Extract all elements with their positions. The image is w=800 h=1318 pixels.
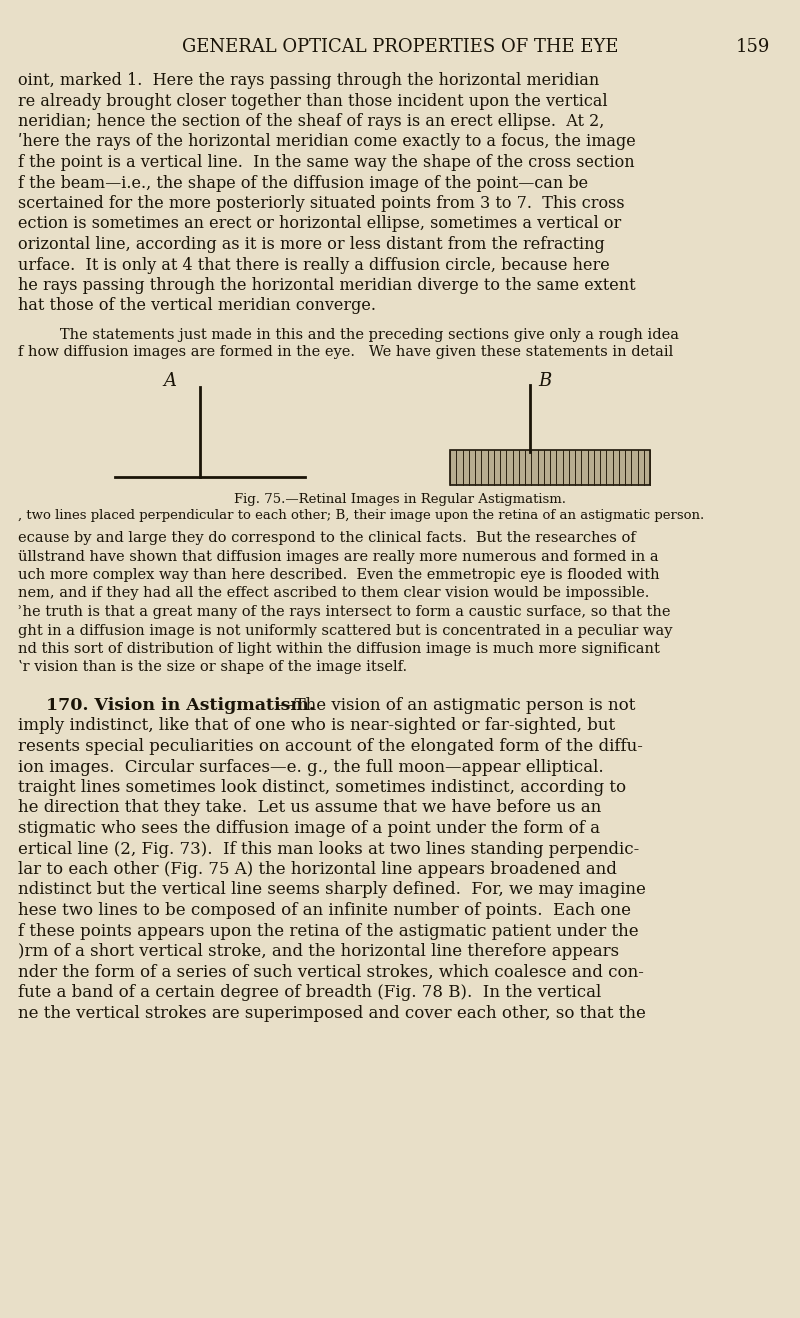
Text: f how diffusion images are formed in the eye.   We have given these statements i: f how diffusion images are formed in the… (18, 345, 674, 358)
Text: 159: 159 (736, 38, 770, 55)
Text: B: B (538, 372, 552, 390)
Text: The statements just made in this and the preceding sections give only a rough id: The statements just made in this and the… (46, 328, 679, 341)
Text: nd this sort of distribution of light within the diffusion image is much more si: nd this sort of distribution of light wi… (18, 642, 660, 656)
Text: )rm of a short vertical stroke, and the horizontal line therefore appears: )rm of a short vertical stroke, and the … (18, 942, 619, 960)
Text: ecause by and large they do correspond to the clinical facts.  But the researche: ecause by and large they do correspond t… (18, 531, 636, 546)
Text: —The vision of an astigmatic person is not: —The vision of an astigmatic person is n… (278, 697, 635, 714)
Text: orizontal line, according as it is more or less distant from the refracting: orizontal line, according as it is more … (18, 236, 605, 253)
Text: traight lines sometimes look distinct, sometimes indistinct, according to: traight lines sometimes look distinct, s… (18, 779, 626, 796)
Text: ection is sometimes an erect or horizontal ellipse, sometimes a vertical or: ection is sometimes an erect or horizont… (18, 216, 622, 232)
Text: ght in a diffusion image is not uniformly scattered but is concentrated in a pec: ght in a diffusion image is not uniforml… (18, 623, 673, 638)
Text: stigmatic who sees the diffusion image of a point under the form of a: stigmatic who sees the diffusion image o… (18, 820, 600, 837)
Text: nder the form of a series of such vertical strokes, which coalesce and con-: nder the form of a series of such vertic… (18, 963, 644, 981)
Text: uch more complex way than here described.  Even the emmetropic eye is flooded wi: uch more complex way than here described… (18, 568, 660, 583)
Text: ion images.  Circular surfaces—e. g., the full moon—appear elliptical.: ion images. Circular surfaces—e. g., the… (18, 758, 604, 775)
Text: resents special peculiarities on account of the elongated form of the diffu-: resents special peculiarities on account… (18, 738, 643, 755)
Text: nem, and if they had all the effect ascribed to them clear vision would be impos: nem, and if they had all the effect ascr… (18, 587, 650, 601)
Text: he direction that they take.  Let us assume that we have before us an: he direction that they take. Let us assu… (18, 800, 602, 816)
Text: urface.  It is only at 4 that there is really a diffusion circle, because here: urface. It is only at 4 that there is re… (18, 257, 610, 274)
Text: hese two lines to be composed of an infinite number of points.  Each one: hese two lines to be composed of an infi… (18, 902, 631, 919)
Text: neridian; hence the section of the sheaf of rays is an erect ellipse.  At 2,: neridian; hence the section of the sheaf… (18, 113, 604, 130)
Text: ne the vertical strokes are superimposed and cover each other, so that the: ne the vertical strokes are superimposed… (18, 1004, 646, 1021)
Text: hat those of the vertical meridian converge.: hat those of the vertical meridian conve… (18, 298, 376, 315)
Text: ndistinct but the vertical line seems sharply defined.  For, we may imagine: ndistinct but the vertical line seems sh… (18, 882, 646, 899)
Text: imply indistinct, like that of one who is near-sighted or far-sighted, but: imply indistinct, like that of one who i… (18, 717, 615, 734)
Text: lar to each other (Fig. 75 A) the horizontal line appears broadened and: lar to each other (Fig. 75 A) the horizo… (18, 861, 617, 878)
Text: he rays passing through the horizontal meridian diverge to the same extent: he rays passing through the horizontal m… (18, 277, 636, 294)
Text: 170. Vision in Astigmatism.: 170. Vision in Astigmatism. (46, 697, 315, 714)
Text: GENERAL OPTICAL PROPERTIES OF THE EYE: GENERAL OPTICAL PROPERTIES OF THE EYE (182, 38, 618, 55)
Text: scertained for the more posteriorly situated points from 3 to 7.  This cross: scertained for the more posteriorly situ… (18, 195, 625, 212)
Text: Fig. 75.—Retinal Images in Regular Astigmatism.: Fig. 75.—Retinal Images in Regular Astig… (234, 493, 566, 506)
Text: ertical line (2, Fig. 73).  If this man looks at two lines standing perpendic-: ertical line (2, Fig. 73). If this man l… (18, 841, 639, 858)
Bar (450, 449, 650, 485)
Text: f these points appears upon the retina of the astigmatic patient under the: f these points appears upon the retina o… (18, 923, 638, 940)
Text: üllstrand have shown that diffusion images are really more numerous and formed i: üllstrand have shown that diffusion imag… (18, 550, 658, 564)
Text: , two lines placed perpendicular to each other; B, their image upon the retina o: , two lines placed perpendicular to each… (18, 509, 704, 522)
Text: ʽr vision than is the size or shape of the image itself.: ʽr vision than is the size or shape of t… (18, 660, 407, 675)
Text: f the beam—i.e., the shape of the diffusion image of the point—can be: f the beam—i.e., the shape of the diffus… (18, 174, 588, 191)
Text: oint, marked 1.  Here the rays passing through the horizontal meridian: oint, marked 1. Here the rays passing th… (18, 72, 599, 90)
Text: ʾhe truth is that a great many of the rays intersect to form a caustic surface, : ʾhe truth is that a great many of the ra… (18, 605, 670, 619)
Text: ʹhere the rays of the horizontal meridian come exactly to a focus, the image: ʹhere the rays of the horizontal meridia… (18, 133, 636, 150)
Text: re already brought closer together than those incident upon the vertical: re already brought closer together than … (18, 92, 608, 109)
Text: fute a band of a certain degree of breadth (Fig. 78 B).  In the vertical: fute a band of a certain degree of bread… (18, 985, 602, 1000)
Text: f the point is a vertical line.  In the same way the shape of the cross section: f the point is a vertical line. In the s… (18, 154, 634, 171)
Text: A: A (163, 372, 177, 390)
